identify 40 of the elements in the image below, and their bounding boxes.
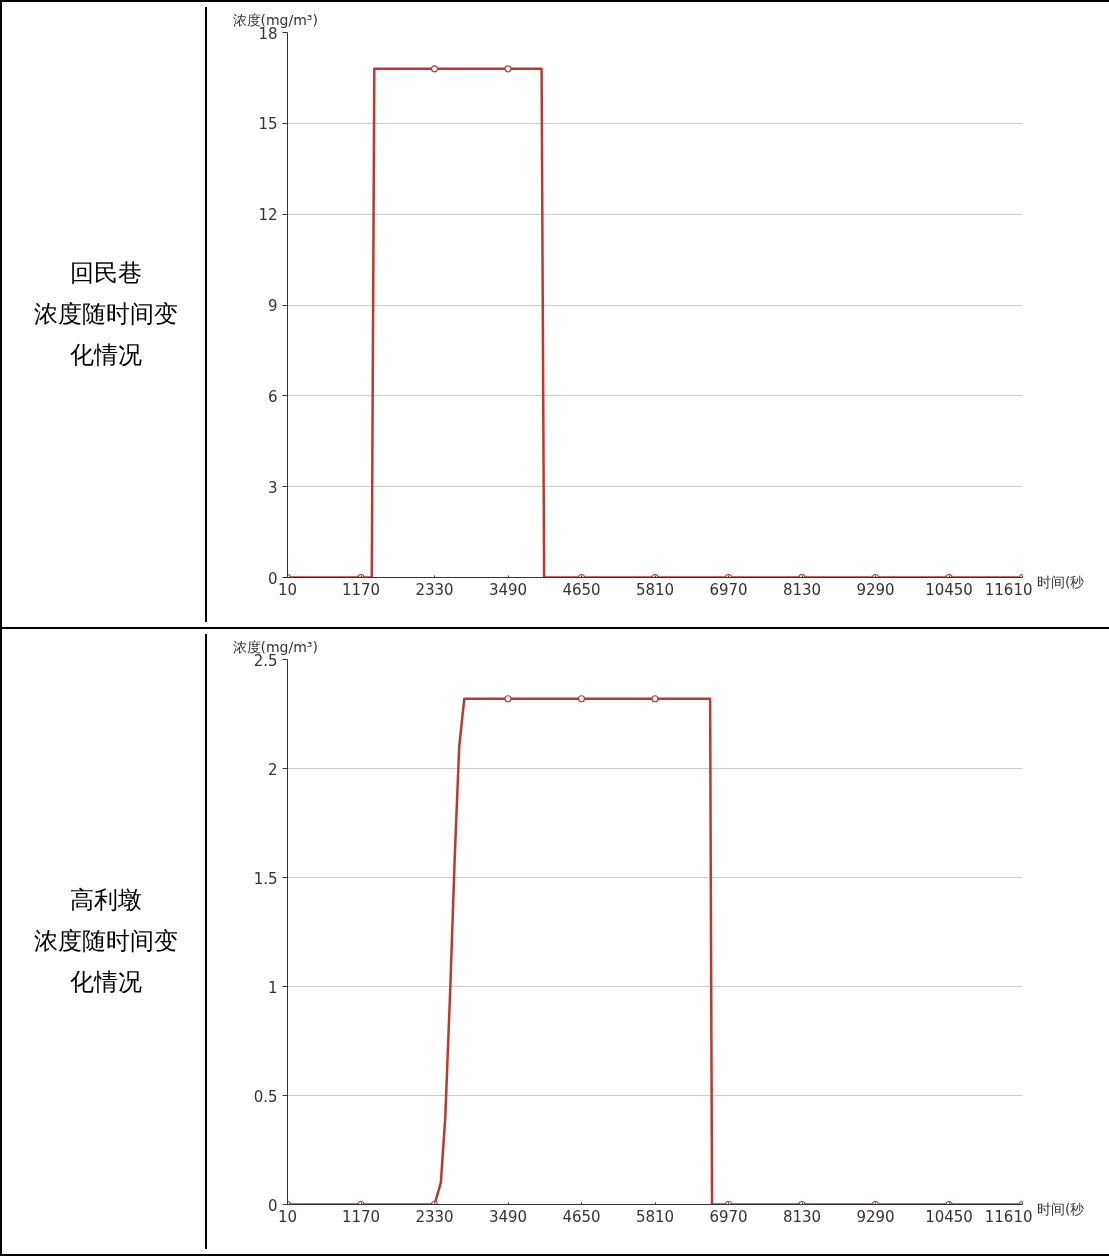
x-tick-label: 3490 (488, 580, 528, 599)
y-tick-label: 1.5 (253, 869, 278, 888)
y-tick-label: 3 (267, 478, 278, 497)
x-tick-label: 3490 (488, 1207, 528, 1226)
x-axis-title: 时间(秒 (1037, 573, 1085, 591)
x-tick-label: 10 (277, 580, 298, 599)
y-tick-label: 0 (267, 569, 278, 588)
y-tick-label: 2 (267, 760, 278, 779)
x-tick-label: 8130 (782, 1207, 822, 1226)
x-tick-label: 5810 (635, 1207, 675, 1226)
x-tick-label: 2330 (415, 1207, 454, 1226)
x-tick-label: 9290 (856, 580, 895, 599)
x-tick-label: 5810 (635, 580, 675, 599)
y-tick-label: 1 (267, 978, 278, 997)
x-tick-label: 6970 (709, 580, 748, 599)
text: 浓度随时间变化情况 (34, 301, 178, 368)
y-axis-title: 浓度(mg/m³) (232, 11, 318, 28)
y-tick-label: 9 (267, 297, 278, 315)
x-tick-label: 6970 (709, 1207, 748, 1226)
y-tick-label: 15 (258, 115, 278, 134)
x-tick-label: 11610 (984, 580, 1033, 599)
x-tick-label: 9290 (856, 1207, 895, 1226)
x-axis-title: 时间(秒 (1037, 1200, 1085, 1218)
x-tick-label: 10450 (925, 1207, 973, 1226)
x-tick-label: 10 (277, 1207, 298, 1226)
text: 高利墩 (70, 887, 142, 914)
y-tick-label: 12 (258, 206, 278, 225)
x-tick-label: 11610 (984, 1207, 1033, 1226)
text: 浓度随时间变化情况 (34, 928, 178, 995)
y-tick-label: 6 (267, 387, 278, 406)
text: 回民巷 (70, 260, 142, 287)
x-tick-label: 1170 (341, 580, 381, 599)
x-tick-label: 4650 (562, 580, 601, 599)
y-tick-label: 0 (267, 1196, 278, 1215)
x-tick-label: 4650 (562, 1207, 601, 1226)
x-tick-label: 1170 (341, 1207, 381, 1226)
x-tick-label: 10450 (925, 580, 973, 599)
x-tick-label: 8130 (782, 580, 822, 599)
y-tick-label: 0.5 (253, 1087, 278, 1106)
x-tick-label: 2330 (415, 580, 454, 599)
